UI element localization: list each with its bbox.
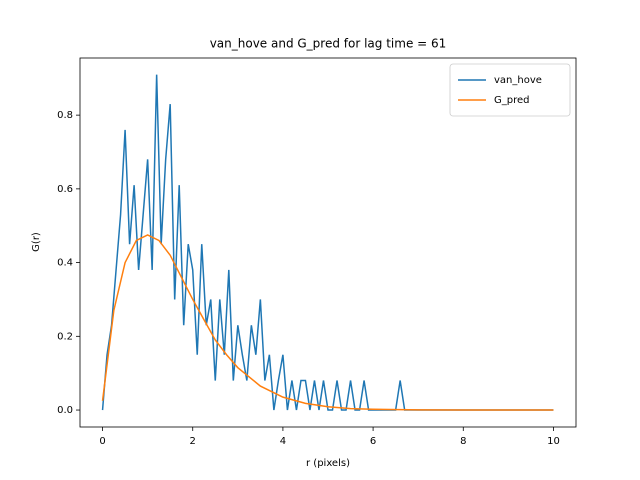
series-line xyxy=(101,234,554,411)
series-line xyxy=(101,74,554,411)
x-tick-label: 2 xyxy=(190,436,196,447)
y-tick-label: 0.4 xyxy=(57,258,73,269)
y-tick-label: 0.8 xyxy=(57,110,73,121)
y-axis-label: G(r) xyxy=(31,232,42,252)
y-tick-label: 0.2 xyxy=(57,331,73,342)
x-tick-label: 6 xyxy=(370,436,376,447)
legend-label: van_hove xyxy=(494,75,542,86)
y-tick-label: 0.6 xyxy=(57,184,73,195)
legend-label: G_pred xyxy=(494,95,530,106)
x-tick-label: 0 xyxy=(99,436,105,447)
y-tick-label: 0.0 xyxy=(57,405,73,416)
chart-title: van_hove and G_pred for lag time = 61 xyxy=(210,37,447,51)
x-tick-label: 4 xyxy=(280,436,286,447)
legend-box xyxy=(449,63,571,117)
x-tick-label: 10 xyxy=(547,436,560,447)
x-tick-label: 8 xyxy=(460,436,466,447)
x-axis-label: r (pixels) xyxy=(306,458,350,469)
axes-frame xyxy=(79,57,577,428)
